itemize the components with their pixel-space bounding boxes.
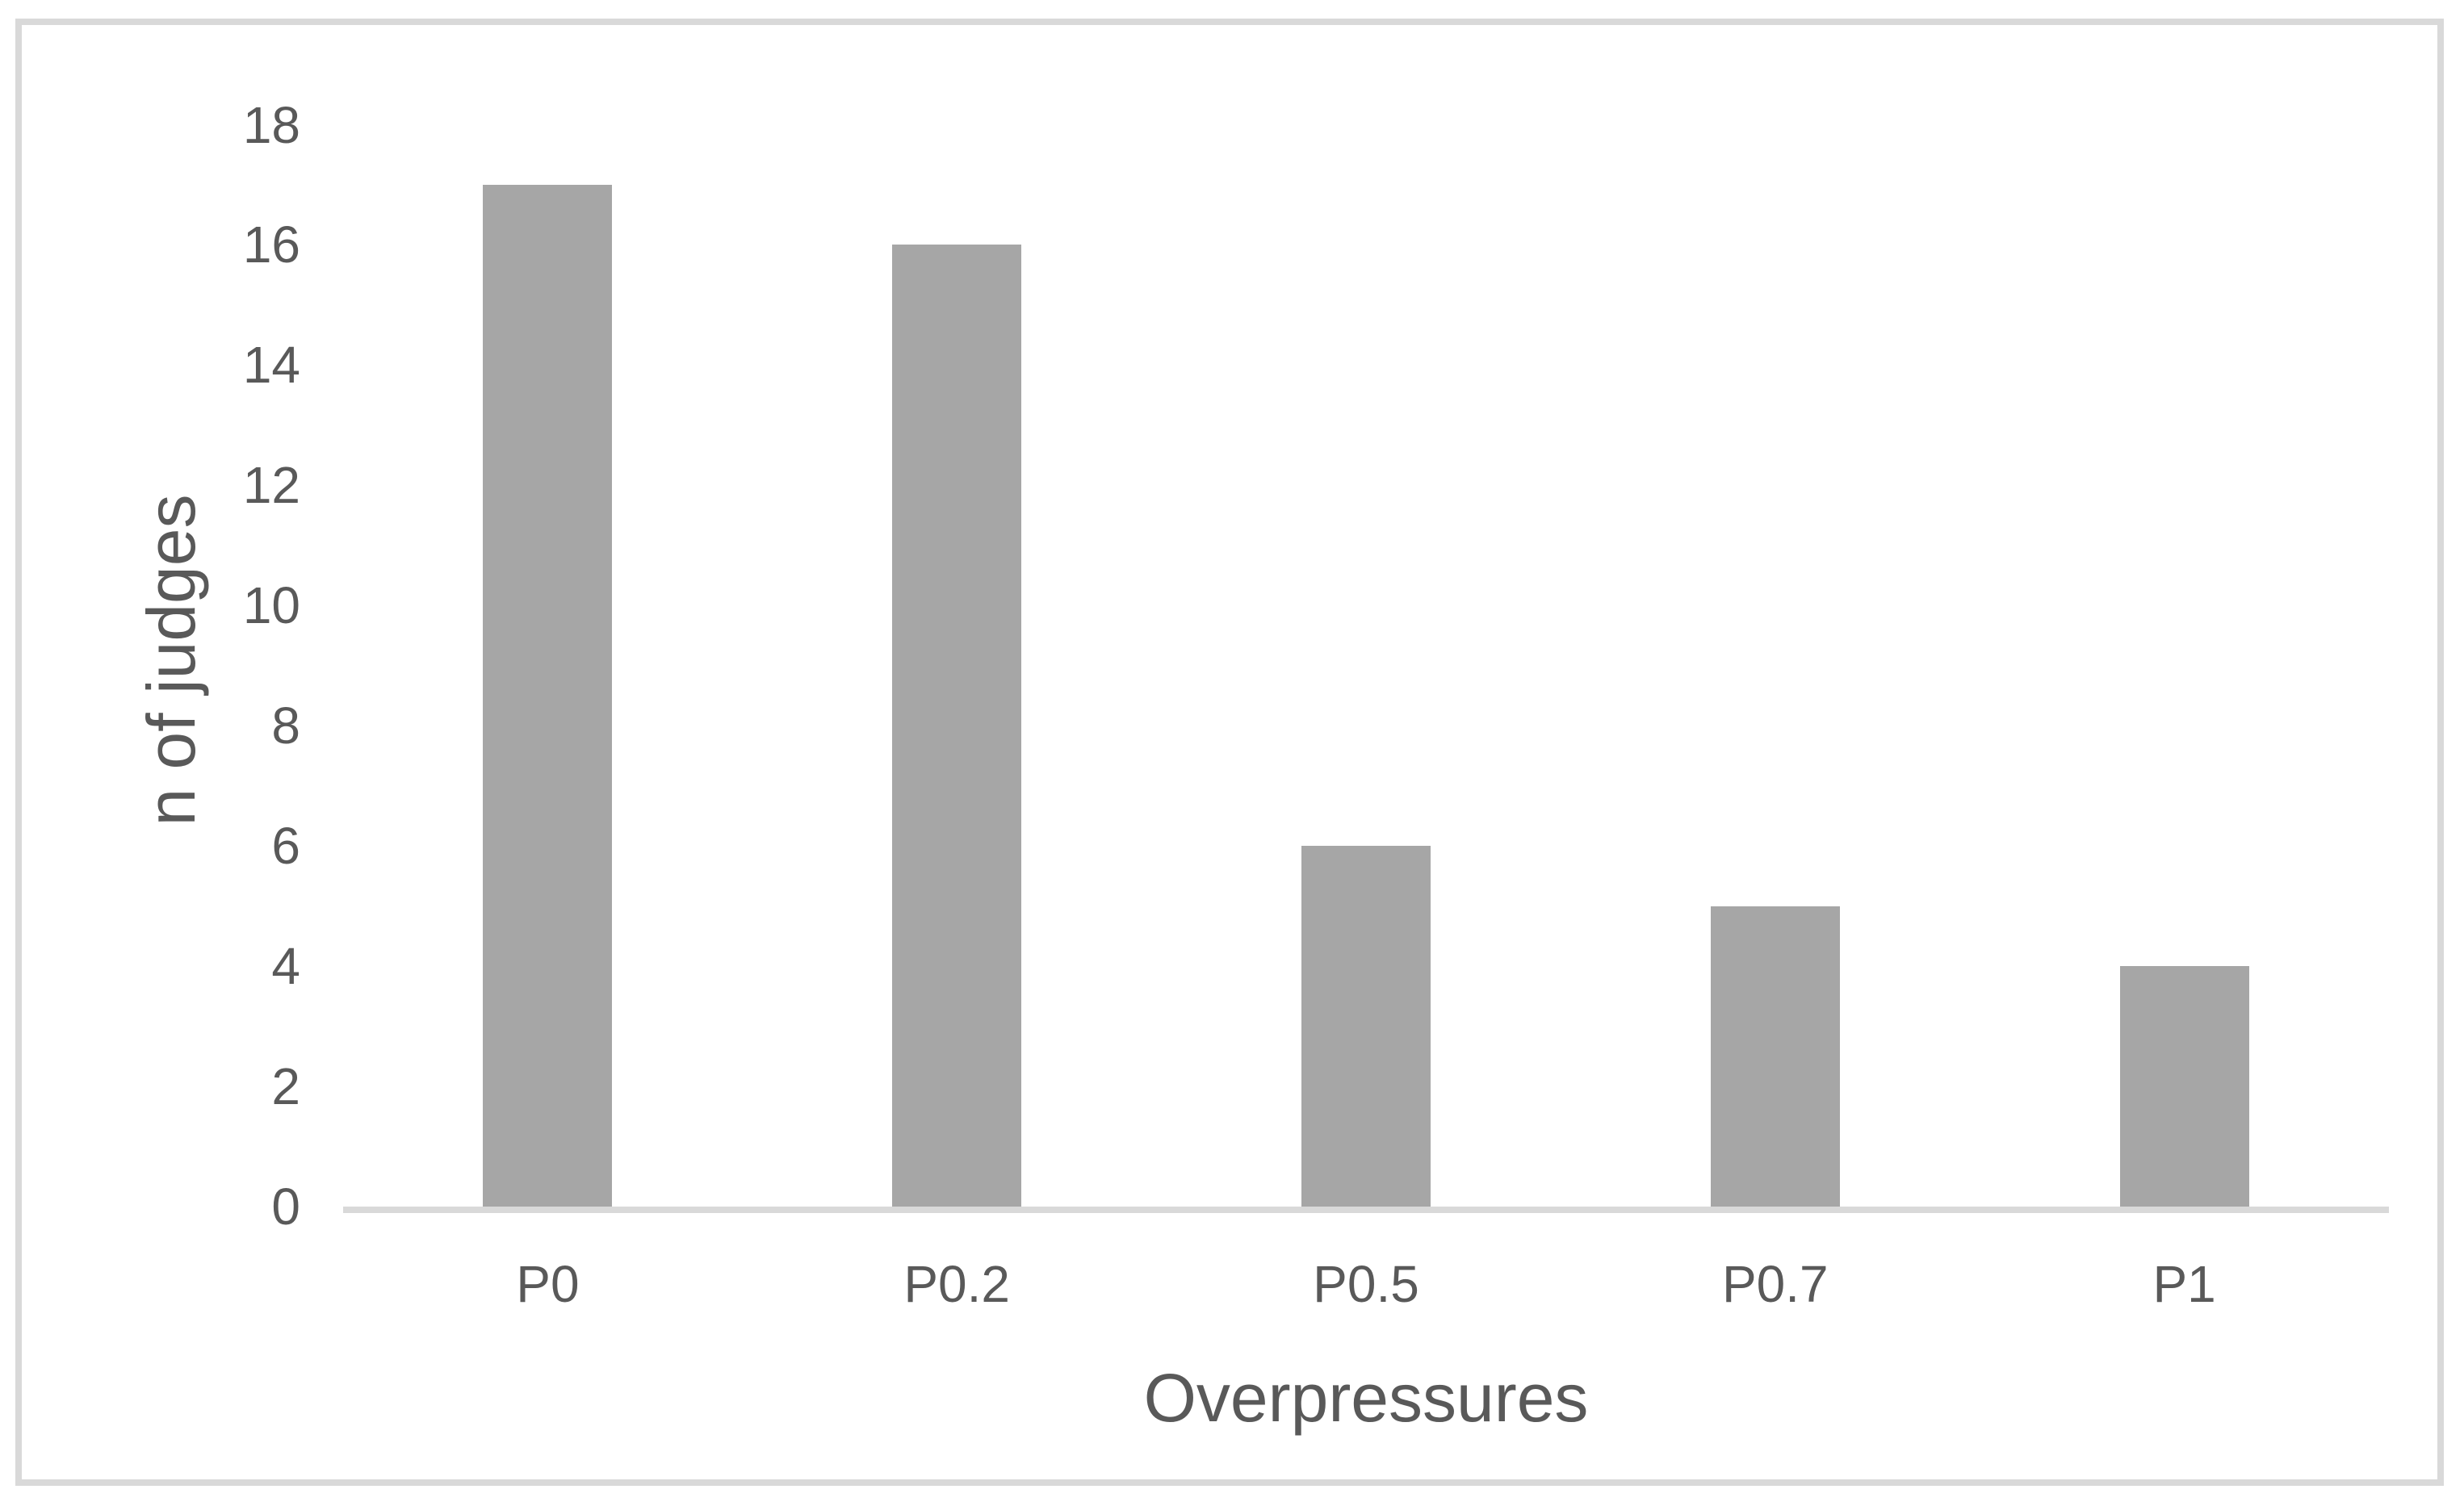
y-tick-label-14: 14 bbox=[242, 336, 300, 395]
chart-frame: n of judges 0 2 4 6 8 10 12 14 16 18 P0 P0.2 P0.5 P0… bbox=[15, 19, 2444, 1486]
y-tick-label-0: 0 bbox=[271, 1178, 300, 1236]
y-tick-label-18: 18 bbox=[242, 95, 300, 154]
y-tick-label-2: 2 bbox=[271, 1057, 300, 1116]
x-axis-line bbox=[343, 1207, 2389, 1213]
x-category-label-P0: P0 bbox=[516, 1255, 580, 1313]
x-category-label-P0.2: P0.2 bbox=[903, 1255, 1011, 1313]
y-tick-label-4: 4 bbox=[271, 937, 300, 996]
bar-P0 bbox=[483, 185, 613, 1208]
bar-P0.2 bbox=[892, 245, 1022, 1208]
x-category-label-P0.7: P0.7 bbox=[1721, 1255, 1829, 1313]
y-tick-label-8: 8 bbox=[271, 697, 300, 755]
x-axis-title: Overpressures bbox=[1143, 1360, 1589, 1436]
bar-P0.5 bbox=[1301, 846, 1431, 1208]
y-tick-label-16: 16 bbox=[242, 215, 300, 274]
y-tick-label-12: 12 bbox=[242, 456, 300, 515]
y-axis-title: n of judges bbox=[133, 494, 209, 826]
bar-P1 bbox=[2119, 966, 2249, 1208]
x-category-label-P1: P1 bbox=[2152, 1255, 2216, 1313]
y-tick-label-10: 10 bbox=[242, 576, 300, 635]
y-tick-label-6: 6 bbox=[271, 817, 300, 876]
x-category-label-P0.5: P0.5 bbox=[1313, 1255, 1419, 1313]
bar-P0.7 bbox=[1710, 906, 1840, 1208]
